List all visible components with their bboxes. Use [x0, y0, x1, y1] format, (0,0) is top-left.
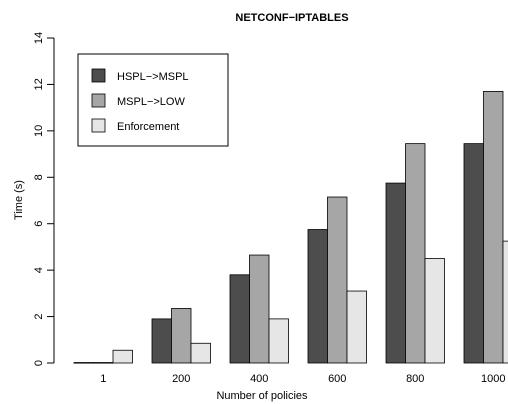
legend-label: Enforcement [117, 121, 179, 133]
chart-title: NETCONF−IPTABLES [235, 12, 348, 24]
legend-swatch [91, 93, 106, 108]
x-tick-label: 1 [100, 373, 106, 385]
bar [268, 318, 289, 364]
y-tick-label: 12 [33, 78, 45, 90]
x-axis: 1 200 400 600 800 1000 [100, 373, 505, 385]
x-tick-label: 1000 [481, 373, 505, 385]
bar [229, 274, 250, 364]
x-axis-label: Number of policies [216, 390, 308, 402]
bars [73, 90, 508, 364]
legend-swatch [91, 68, 106, 83]
x-tick-label: 200 [172, 373, 190, 385]
bar [463, 143, 484, 364]
y-axis-label: Time (s) [13, 180, 25, 220]
bar [73, 362, 94, 364]
y-tick-label: 6 [33, 221, 45, 227]
bar [190, 342, 211, 364]
y-tick-label: 4 [33, 267, 45, 273]
bar [112, 349, 133, 364]
bar [385, 182, 406, 364]
legend: HSPL−>MSPL MSPL−>LOW Enforcement [77, 53, 229, 147]
y-axis: 0 2 4 6 8 10 12 14 [33, 32, 55, 366]
y-tick-label: 14 [33, 32, 45, 44]
y-tick-label: 8 [33, 174, 45, 180]
x-tick-label: 800 [406, 373, 424, 385]
bar [307, 229, 328, 364]
bar [249, 254, 270, 364]
bar [327, 196, 348, 364]
x-tick-label: 400 [250, 373, 268, 385]
y-tick-label: 2 [33, 314, 45, 320]
bar [171, 308, 192, 364]
y-tick-label: 0 [33, 360, 45, 366]
bar [151, 318, 172, 364]
legend-label: HSPL−>MSPL [117, 71, 189, 83]
legend-label: MSPL−>LOW [117, 96, 185, 108]
legend-box [77, 53, 229, 147]
bar [483, 90, 504, 364]
y-tick-label: 10 [33, 125, 45, 137]
bar [502, 240, 508, 364]
x-tick-label: 600 [328, 373, 346, 385]
bar [346, 290, 367, 364]
bar [424, 258, 445, 364]
bar [93, 362, 114, 364]
bar [405, 143, 426, 364]
legend-swatch [91, 118, 106, 133]
